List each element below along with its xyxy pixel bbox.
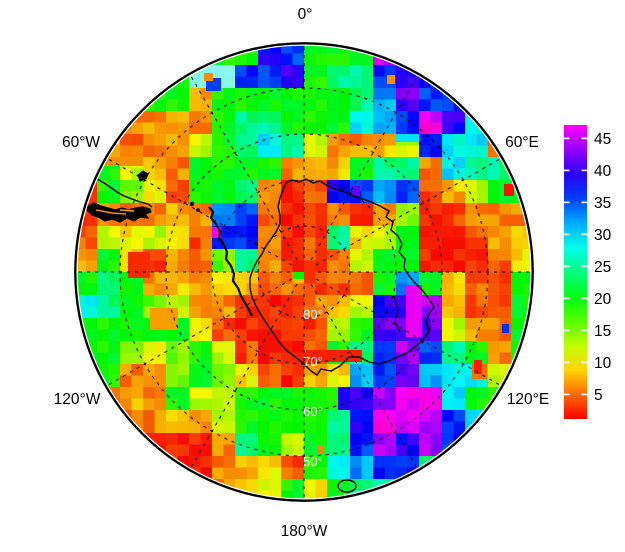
svg-text:50°: 50° (303, 454, 323, 469)
svg-text:25: 25 (594, 259, 611, 276)
svg-text:70°: 70° (303, 354, 323, 369)
svg-text:15: 15 (594, 323, 611, 340)
svg-text:120°E: 120°E (507, 391, 549, 408)
svg-text:60°: 60° (303, 404, 323, 419)
svg-text:30: 30 (594, 227, 612, 244)
svg-text:20: 20 (594, 291, 612, 308)
svg-text:180°W: 180°W (281, 523, 328, 540)
svg-text:120°W: 120°W (54, 391, 101, 408)
svg-text:5: 5 (594, 387, 603, 404)
svg-text:10: 10 (594, 355, 612, 372)
svg-text:45: 45 (594, 131, 611, 148)
svg-text:60°E: 60°E (505, 134, 539, 151)
svg-text:60°W: 60°W (62, 134, 100, 151)
svg-text:0°: 0° (298, 6, 313, 23)
svg-text:35: 35 (594, 195, 611, 212)
svg-text:40: 40 (594, 163, 612, 180)
svg-text:80°: 80° (303, 307, 323, 322)
